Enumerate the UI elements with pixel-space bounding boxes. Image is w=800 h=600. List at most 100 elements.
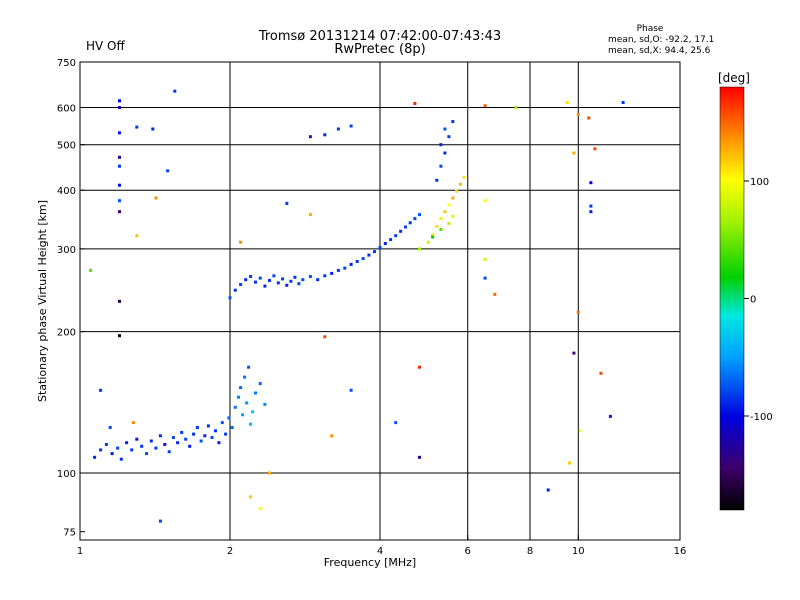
data-point — [217, 441, 221, 445]
data-point — [263, 402, 267, 406]
data-point — [118, 199, 121, 203]
data-point — [378, 246, 382, 249]
data-point — [589, 181, 593, 185]
data-point — [589, 204, 593, 208]
data-point — [118, 299, 121, 303]
data-point — [455, 189, 459, 193]
data-point — [439, 217, 443, 221]
data-point — [462, 175, 466, 179]
data-point — [166, 169, 170, 173]
y-tick-label: 500 — [57, 141, 76, 152]
x-tick-label: 1 — [77, 546, 83, 557]
data-point — [239, 386, 243, 390]
data-point — [394, 234, 398, 238]
data-point — [118, 99, 121, 103]
data-point — [367, 253, 371, 257]
data-point — [245, 401, 249, 405]
data-point — [308, 213, 312, 217]
data-point — [572, 351, 576, 355]
data-point — [239, 240, 243, 244]
data-point — [599, 371, 603, 375]
data-point — [110, 452, 114, 456]
data-point — [104, 443, 108, 446]
data-point — [272, 274, 276, 278]
data-point — [297, 282, 301, 286]
data-point — [140, 444, 144, 448]
data-point — [408, 221, 412, 225]
data-point — [99, 388, 103, 392]
data-point — [608, 414, 612, 418]
y-tick-label: 200 — [57, 328, 76, 339]
data-point — [108, 426, 112, 429]
data-point — [418, 247, 421, 251]
data-point — [336, 268, 340, 272]
data-point — [131, 421, 135, 425]
data-point — [220, 421, 224, 425]
data-point — [251, 410, 255, 414]
data-point — [435, 178, 439, 182]
data-point — [568, 461, 571, 465]
data-point — [399, 229, 403, 233]
data-point — [383, 242, 387, 245]
data-point — [228, 296, 232, 300]
data-point — [439, 164, 443, 168]
data-point — [593, 147, 597, 151]
data-point — [443, 127, 447, 131]
data-point — [116, 446, 120, 450]
data-point — [118, 183, 121, 187]
data-point — [349, 262, 353, 266]
data-point — [243, 375, 247, 379]
data-point — [203, 434, 207, 438]
data-point — [249, 275, 253, 278]
y-tick-label: 100 — [57, 469, 76, 480]
data-point — [263, 284, 267, 288]
data-point — [151, 127, 155, 131]
data-point — [293, 275, 297, 279]
data-point — [233, 405, 237, 409]
colorbar-tick-label: 100 — [750, 177, 769, 188]
data-point — [323, 133, 327, 137]
data-point — [439, 228, 443, 231]
colorbar-ticks: 100 0 -100 — [744, 177, 773, 423]
data-point — [426, 240, 430, 244]
y-tick-label: 300 — [57, 245, 76, 256]
data-point — [241, 413, 245, 417]
data-point — [576, 310, 580, 314]
data-point — [163, 443, 167, 446]
data-point — [451, 120, 455, 124]
data-point — [443, 151, 447, 155]
data-point — [135, 234, 139, 238]
data-point — [451, 196, 455, 200]
data-point — [149, 439, 153, 443]
colorbar-tick-label: -100 — [750, 412, 773, 423]
data-point — [135, 125, 139, 129]
data-point — [227, 416, 231, 420]
data-point — [154, 196, 158, 200]
data-point — [447, 135, 451, 139]
data-point — [268, 279, 271, 282]
x-tick-label: 6 — [465, 546, 471, 557]
chart-title: Tromsø 20131214 07:42:00-07:43:43 — [258, 29, 501, 44]
data-point — [546, 488, 550, 492]
data-point — [247, 365, 251, 369]
data-point — [289, 279, 293, 283]
data-point — [349, 124, 353, 128]
data-point — [167, 450, 171, 454]
data-point — [483, 199, 487, 203]
phase-heading: Phase — [637, 24, 664, 34]
data-point — [254, 391, 257, 395]
y-axis-label: Stationary phase Virtual Height [km] — [36, 200, 49, 402]
data-point — [451, 214, 455, 218]
data-point — [361, 257, 365, 261]
data-point — [224, 432, 228, 436]
data-point — [89, 268, 93, 272]
data-point — [413, 217, 417, 221]
chart-subtitle: RwPretec (8p) — [334, 42, 425, 57]
data-point — [418, 213, 421, 217]
data-point — [93, 455, 97, 459]
x-tick-label: 4 — [377, 546, 383, 557]
data-point — [336, 127, 340, 131]
data-point — [233, 288, 237, 292]
data-points — [89, 89, 625, 523]
